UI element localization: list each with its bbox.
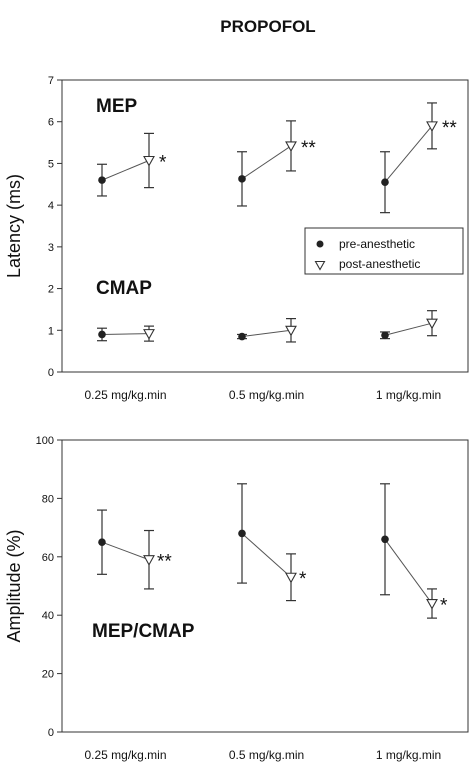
amplitude-connector-line (384, 538, 433, 604)
legend-pre-label: pre-anesthetic (339, 237, 415, 251)
latency-ytick-label: 2 (48, 284, 54, 296)
latency-ytick-label: 4 (48, 200, 54, 212)
amplitude-significance-mark: * (299, 569, 307, 590)
latency-ytick-label: 6 (48, 117, 54, 129)
latency-significance-mark: ** (442, 118, 457, 139)
amplitude-significance-mark: ** (157, 552, 172, 573)
latency-pre-point (381, 178, 389, 186)
legend-post-marker (314, 260, 326, 271)
latency-ytick-label: 5 (48, 158, 54, 170)
latency-y-axis-label: Latency (ms) (4, 174, 24, 278)
amplitude-post-point (143, 555, 155, 566)
amplitude-connector-line (101, 541, 150, 561)
latency-ytick-label: 1 (48, 325, 54, 337)
latency-connector-line (101, 333, 150, 335)
amplitude-pre-point (238, 529, 246, 538)
amplitude-ytick-label: 0 (48, 727, 54, 739)
latency-post-point (285, 325, 297, 337)
amplitude-ytick-label: 60 (42, 552, 54, 564)
legend-pre-marker (316, 240, 324, 248)
legend: pre-anesthetic post-anesthetic (304, 227, 464, 275)
latency-pre-point (381, 331, 389, 340)
latency-group-label: CMAP (96, 278, 152, 299)
latency-connector-line (241, 145, 292, 180)
amplitude-ytick-label: 40 (42, 610, 54, 622)
amplitude-category-label: 0.25 mg/kg.min (84, 748, 166, 762)
latency-ytick-label: 3 (48, 242, 54, 254)
latency-category-label: 0.25 mg/kg.min (84, 388, 166, 402)
amplitude-significance-mark: * (440, 596, 448, 617)
latency-category-label: 0.5 mg/kg.min (229, 388, 304, 402)
latency-connector-line (101, 160, 150, 181)
latency-ytick-label: 0 (48, 367, 54, 379)
legend-post-label: post-anesthetic (339, 257, 420, 271)
amplitude-post-point (285, 572, 297, 584)
latency-pre-point (98, 176, 106, 184)
amplitude-category-label: 0.5 mg/kg.min (229, 748, 304, 762)
amplitude-group-label: MEP/CMAP (92, 621, 195, 642)
latency-category-label: 1 mg/kg.min (376, 388, 441, 402)
latency-pre-point (238, 332, 246, 341)
amplitude-post-point (426, 598, 438, 610)
amplitude-ytick-label: 20 (42, 669, 54, 681)
amplitude-y-axis-label: Amplitude (%) (4, 529, 24, 642)
latency-post-point (426, 121, 438, 133)
amplitude-plot-frame (61, 439, 469, 733)
latency-significance-mark: ** (301, 138, 316, 159)
figure-title: PROPOFOL (220, 17, 315, 36)
amplitude-ytick-label: 100 (36, 435, 54, 447)
latency-pre-point (98, 330, 106, 339)
latency-pre-point (238, 175, 246, 183)
latency-post-point (426, 318, 438, 330)
latency-post-point (143, 329, 155, 340)
latency-plot-frame (61, 79, 469, 373)
latency-connector-line (384, 125, 433, 183)
latency-panel: 0 1 2 3 4 5 6 7 Latency (ms) 0.25 mg/kg.min 0.5 mg… (4, 75, 469, 402)
latency-post-point (143, 155, 155, 167)
latency-significance-mark: * (159, 153, 167, 174)
latency-connector-line (384, 322, 433, 336)
latency-group-label: MEP (96, 96, 138, 117)
latency-post-point (285, 141, 297, 153)
amplitude-pre-point (98, 538, 106, 546)
amplitude-connector-line (241, 533, 292, 578)
amplitude-ytick-label: 80 (42, 493, 54, 505)
amplitude-pre-point (381, 535, 389, 544)
legend-box (304, 227, 464, 275)
amplitude-category-label: 1 mg/kg.min (376, 748, 441, 762)
latency-ytick-label: 7 (48, 75, 54, 87)
amplitude-panel: 0 20 40 60 80 100 Amplitude (%) 0.25 mg/kg.min 0… (4, 435, 469, 762)
latency-connector-line (241, 329, 292, 338)
